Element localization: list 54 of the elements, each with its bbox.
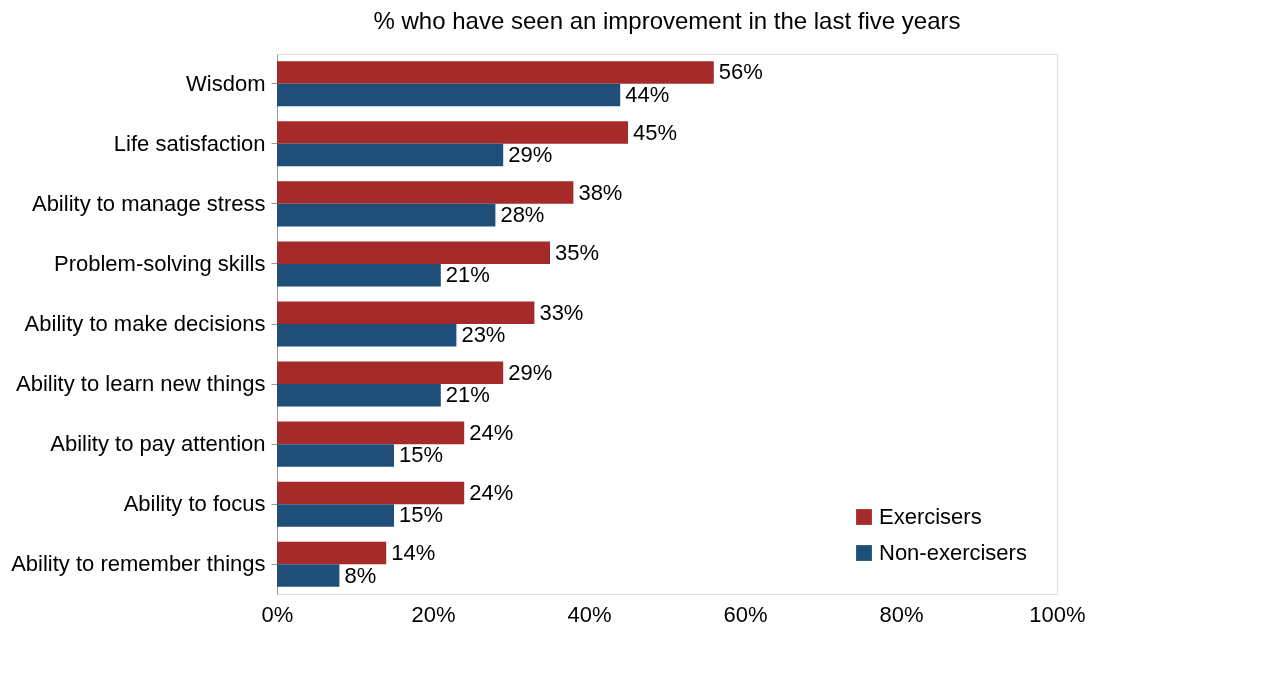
data-label: 21% bbox=[445, 382, 490, 408]
x-tick-label: 40% bbox=[567, 601, 612, 627]
data-label: 15% bbox=[399, 442, 444, 468]
data-label: 56% bbox=[718, 59, 763, 85]
bar bbox=[277, 241, 550, 264]
data-label: 38% bbox=[578, 179, 623, 205]
data-label: 45% bbox=[633, 119, 678, 145]
data-label: 15% bbox=[399, 502, 444, 528]
y-tick-label: Ability to make decisions bbox=[24, 311, 266, 336]
x-tick-label: 20% bbox=[411, 601, 456, 627]
y-tick-label: Life satisfaction bbox=[113, 130, 266, 156]
bar bbox=[277, 181, 574, 204]
data-label: 29% bbox=[508, 142, 553, 168]
chart-title: % who have seen an improvement in the last five years bbox=[373, 7, 961, 34]
bar bbox=[277, 61, 714, 84]
bar bbox=[277, 324, 457, 347]
data-label: 44% bbox=[625, 82, 670, 107]
bar bbox=[277, 421, 465, 445]
data-label: 28% bbox=[500, 202, 545, 228]
bar bbox=[277, 444, 394, 467]
data-label: 14% bbox=[391, 540, 436, 565]
data-label: 24% bbox=[469, 479, 514, 505]
y-tick-label: Ability to pay attention bbox=[50, 431, 266, 457]
bar bbox=[277, 83, 621, 107]
bar bbox=[277, 301, 535, 324]
bar bbox=[277, 121, 628, 144]
data-label: 21% bbox=[445, 262, 490, 288]
x-tick-label: 80% bbox=[879, 601, 924, 627]
data-label: 24% bbox=[469, 419, 514, 445]
y-tick-label: Ability to remember things bbox=[11, 551, 266, 577]
bar bbox=[277, 361, 504, 385]
x-tick-label: 0% bbox=[261, 601, 294, 627]
bar bbox=[277, 564, 340, 587]
bar bbox=[277, 143, 504, 167]
y-tick-label: Problem-solving skills bbox=[53, 250, 266, 276]
y-tick-label: Ability to manage stress bbox=[31, 190, 266, 216]
bar bbox=[277, 384, 441, 407]
data-label: 35% bbox=[555, 239, 600, 265]
data-label: 29% bbox=[508, 359, 553, 385]
legend-label: Exercisers bbox=[879, 504, 982, 529]
bar bbox=[277, 541, 387, 565]
data-label: 23% bbox=[461, 322, 506, 348]
bar bbox=[277, 263, 441, 287]
bar bbox=[277, 504, 394, 527]
bar bbox=[277, 203, 496, 227]
data-label: 8% bbox=[344, 562, 377, 588]
y-tick-label: Wisdom bbox=[186, 70, 266, 96]
y-tick-label: Ability to learn new things bbox=[16, 371, 266, 397]
bar bbox=[277, 481, 465, 505]
x-tick-label: 60% bbox=[723, 601, 768, 627]
y-tick-label: Ability to focus bbox=[123, 491, 266, 517]
x-tick-label: 100% bbox=[1029, 601, 1086, 627]
data-label: 33% bbox=[539, 299, 584, 325]
legend-label: Non-exercisers bbox=[879, 540, 1027, 565]
